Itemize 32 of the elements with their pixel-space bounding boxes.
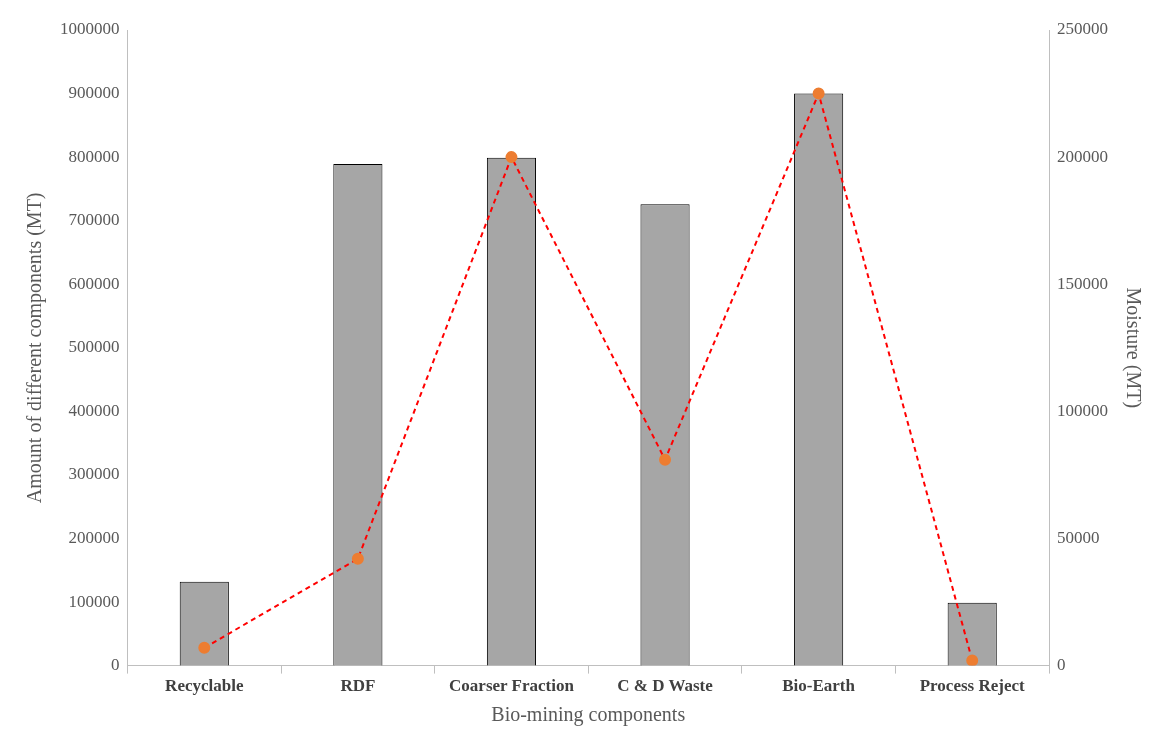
- point: [659, 453, 672, 466]
- point: [505, 151, 518, 164]
- y-tick-label: 200000: [68, 527, 120, 547]
- point: [966, 654, 979, 666]
- y-tick-label: 100000: [68, 591, 120, 611]
- x-axis-title: Bio-mining components: [491, 703, 686, 727]
- y-tick-label: 600000: [68, 273, 120, 293]
- point: [198, 641, 211, 654]
- x-tick-label: Coarser Fraction: [449, 676, 575, 696]
- x-tick-label: C & D Waste: [617, 676, 714, 696]
- y2-tick-label: 50000: [1057, 527, 1100, 547]
- point: [351, 552, 364, 565]
- y-tick-label: 300000: [68, 464, 120, 484]
- y-tick-label: 500000: [68, 337, 120, 357]
- y-axis-title: Amount of different components (MT): [23, 192, 47, 504]
- y2-tick-label: 150000: [1057, 273, 1108, 293]
- x-tick-label: Bio-Earth: [782, 676, 856, 696]
- y2-tick-label: 0: [1057, 655, 1066, 675]
- y2-axis-title: Moisture (MT): [1121, 287, 1145, 409]
- y2-tick-label: 100000: [1057, 400, 1108, 420]
- y-tick-label: 800000: [68, 146, 120, 166]
- y-tick-label: 1000000: [60, 19, 120, 39]
- y2-tick-label: 250000: [1057, 19, 1108, 39]
- x-tick-label: Process Reject: [919, 676, 1026, 696]
- x-tick-label: Recyclable: [165, 676, 244, 696]
- y-tick-label: 0: [111, 655, 120, 675]
- point: [812, 87, 825, 100]
- y2-tick-label: 200000: [1057, 146, 1108, 166]
- y-tick-label: 900000: [68, 83, 120, 103]
- y-tick-label: 700000: [68, 210, 120, 230]
- x-tick-label: RDF: [340, 676, 376, 696]
- y-tick-label: 400000: [68, 400, 120, 420]
